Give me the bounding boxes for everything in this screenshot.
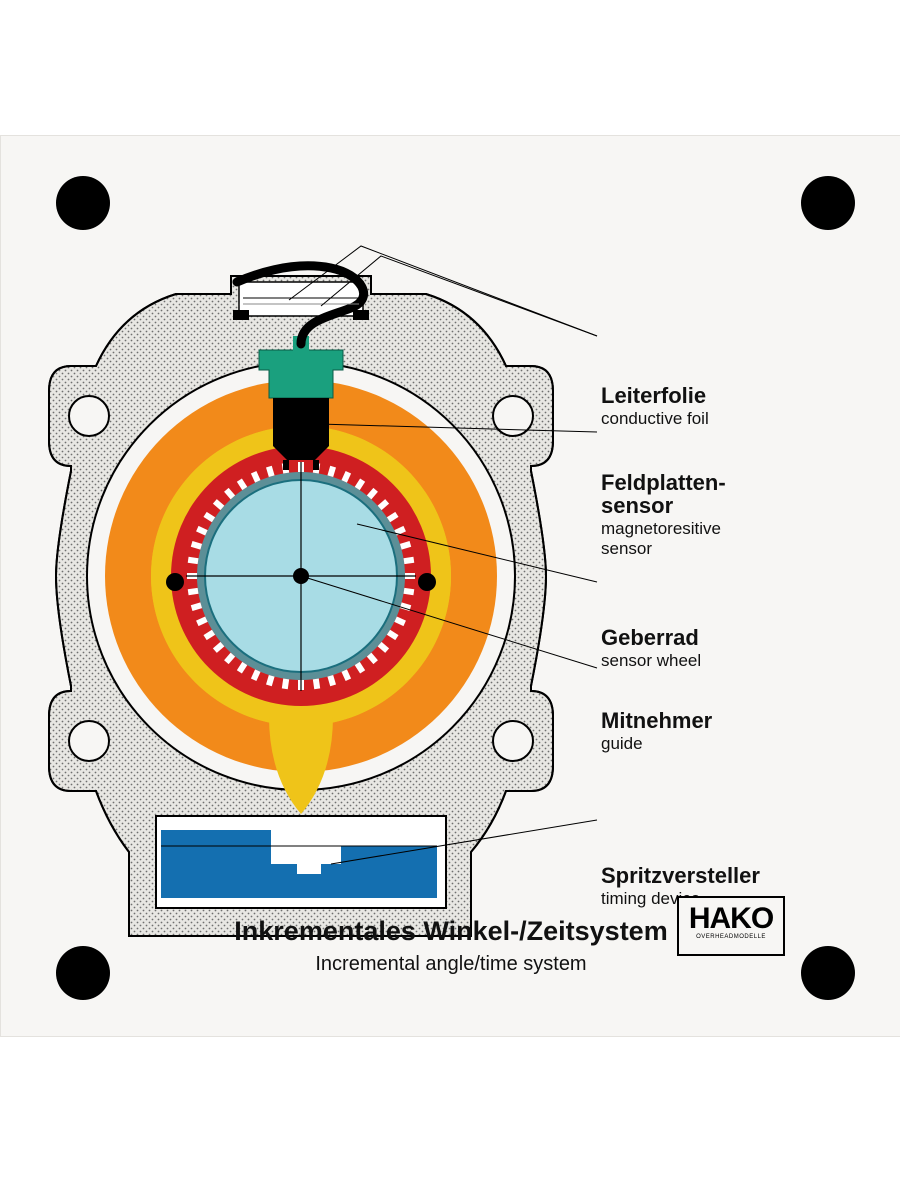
diagram-panel: Leiterfolie conductive foil Feldplatten-… [0, 135, 900, 1037]
logo-text: HAKO [679, 898, 783, 934]
label-feldplatten: Feldplatten- sensor magnetoresitive sens… [601, 471, 726, 558]
page: Leiterfolie conductive foil Feldplatten-… [0, 0, 900, 1200]
corner-dot [801, 176, 855, 230]
label-en: sensor wheel [601, 651, 701, 671]
label-leiterfolie: Leiterfolie conductive foil [601, 384, 709, 429]
label-de: Leiterfolie [601, 384, 709, 407]
label-en: guide [601, 734, 712, 754]
corner-dot [56, 176, 110, 230]
corner-dot [801, 946, 855, 1000]
label-geberrad: Geberrad sensor wheel [601, 626, 701, 671]
label-de: Geberrad [601, 626, 701, 649]
label-de: Mitnehmer [601, 709, 712, 732]
label-mitnehmer: Mitnehmer guide [601, 709, 712, 754]
label-en: magnetoresitive sensor [601, 519, 726, 558]
corner-dot [56, 946, 110, 1000]
label-de: Spritzversteller [601, 864, 760, 887]
timing-device [156, 816, 446, 908]
title-en: Incremental angle/time system [1, 953, 900, 976]
label-de: Feldplatten- sensor [601, 471, 726, 517]
logo-box: HAKO OVERHEADMODELLE [677, 896, 785, 956]
label-en: conductive foil [601, 409, 709, 429]
